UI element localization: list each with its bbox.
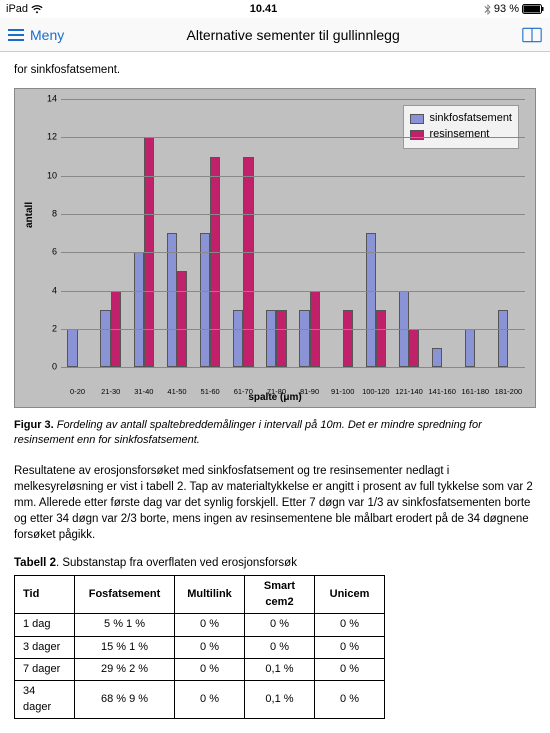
table-row: 3 dager15 % 1 %0 %0 %0 % xyxy=(15,636,385,658)
table-cell: 0,1 % xyxy=(245,659,315,681)
table-header: Unicem xyxy=(315,576,385,614)
page-title: Alternative sementer til gullinnlegg xyxy=(187,27,400,43)
reader-mode-button[interactable] xyxy=(522,27,542,43)
x-tick: 31-40 xyxy=(134,387,153,398)
bar xyxy=(432,348,442,367)
table-2-title: Tabell 2. Substanstap fra overflaten ved… xyxy=(14,555,536,571)
table-cell: 0 % xyxy=(245,636,315,658)
bar xyxy=(299,310,309,367)
bar xyxy=(465,329,475,367)
y-tick: 8 xyxy=(39,208,57,221)
x-tick: 21-30 xyxy=(101,387,120,398)
bar xyxy=(243,157,253,368)
bar xyxy=(376,310,386,367)
battery-icon xyxy=(522,4,544,14)
table-cell: 34 dager xyxy=(15,681,75,719)
table-cell: 0 % xyxy=(245,614,315,636)
bar xyxy=(134,252,144,367)
table-header: Multilink xyxy=(175,576,245,614)
bar xyxy=(67,329,77,367)
figure-3-caption: Figur 3. Fordeling av antall spaltebredd… xyxy=(14,418,536,449)
bar xyxy=(343,310,353,367)
x-axis-label: spalte (μm) xyxy=(248,391,301,405)
table-cell: 0 % xyxy=(175,636,245,658)
table-cell: 0 % xyxy=(315,614,385,636)
table-cell: 0 % xyxy=(175,614,245,636)
bar xyxy=(409,329,419,367)
table-cell: 7 dager xyxy=(15,659,75,681)
caption-text: Fordeling av antall spaltebreddemålinger… xyxy=(14,419,482,446)
y-tick: 14 xyxy=(39,93,57,106)
bar xyxy=(177,271,187,367)
table-title-text: . Substanstap fra overflaten ved erosjon… xyxy=(56,557,297,569)
bar xyxy=(210,157,220,368)
table-cell: 0,1 % xyxy=(245,681,315,719)
x-tick: 0-20 xyxy=(70,387,85,398)
table-title-label: Tabell 2 xyxy=(14,557,56,569)
menu-label: Meny xyxy=(30,27,64,43)
x-tick: 51-60 xyxy=(201,387,220,398)
x-tick: 81-90 xyxy=(300,387,319,398)
table-cell: 3 dager xyxy=(15,636,75,658)
x-tick: 100-120 xyxy=(362,387,390,398)
table-row: 7 dager29 % 2 %0 %0,1 %0 % xyxy=(15,659,385,681)
y-axis-label: antall xyxy=(23,202,37,228)
x-tick: 121-140 xyxy=(395,387,423,398)
table-cell: 0 % xyxy=(315,636,385,658)
x-tick: 181-200 xyxy=(495,387,523,398)
x-tick: 41-50 xyxy=(167,387,186,398)
x-tick: 141-160 xyxy=(428,387,456,398)
y-tick: 0 xyxy=(39,361,57,374)
y-tick: 6 xyxy=(39,246,57,259)
carrier-label: iPad xyxy=(6,3,28,15)
menu-button[interactable]: Meny xyxy=(8,27,64,43)
y-tick: 10 xyxy=(39,169,57,182)
clock: 10.41 xyxy=(250,3,278,15)
table-cell: 68 % 9 % xyxy=(75,681,175,719)
y-tick: 12 xyxy=(39,131,57,144)
wifi-icon xyxy=(31,5,43,14)
figure-3-chart: antall sinkfosfatsement resinsement 0246… xyxy=(14,88,536,408)
table-cell: 29 % 2 % xyxy=(75,659,175,681)
hamburger-icon xyxy=(8,29,24,41)
bluetooth-icon xyxy=(484,4,491,15)
table-2: TidFosfatsementMultilinkSmart cem2Unicem… xyxy=(14,575,385,719)
bar xyxy=(233,310,243,367)
y-tick: 4 xyxy=(39,284,57,297)
status-bar: iPad 10.41 93 % xyxy=(0,0,550,18)
article-content[interactable]: for sinkfosfatsement. antall sinkfosfats… xyxy=(0,52,550,729)
table-cell: 15 % 1 % xyxy=(75,636,175,658)
bar xyxy=(498,310,508,367)
table-cell: 0 % xyxy=(175,659,245,681)
bar xyxy=(276,310,286,367)
x-tick: 91-100 xyxy=(331,387,354,398)
table-cell: 0 % xyxy=(315,659,385,681)
table-cell: 1 dag xyxy=(15,614,75,636)
table-header: Tid xyxy=(15,576,75,614)
navigation-bar: Meny Alternative sementer til gullinnleg… xyxy=(0,18,550,52)
table-cell: 5 % 1 % xyxy=(75,614,175,636)
x-tick: 161-180 xyxy=(462,387,490,398)
caption-label: Figur 3. xyxy=(14,419,54,431)
table-cell: 0 % xyxy=(175,681,245,719)
body-paragraph: Resultatene av erosjonsforsøket med sink… xyxy=(14,463,536,543)
table-row: 1 dag5 % 1 %0 %0 %0 % xyxy=(15,614,385,636)
intro-line: for sinkfosfatsement. xyxy=(14,62,536,78)
table-header: Smart cem2 xyxy=(245,576,315,614)
table-row: 34 dager68 % 9 %0 %0,1 %0 % xyxy=(15,681,385,719)
y-tick: 2 xyxy=(39,323,57,336)
table-cell: 0 % xyxy=(315,681,385,719)
table-header: Fosfatsement xyxy=(75,576,175,614)
bar xyxy=(100,310,110,367)
bar xyxy=(266,310,276,367)
battery-percent: 93 % xyxy=(494,3,519,15)
